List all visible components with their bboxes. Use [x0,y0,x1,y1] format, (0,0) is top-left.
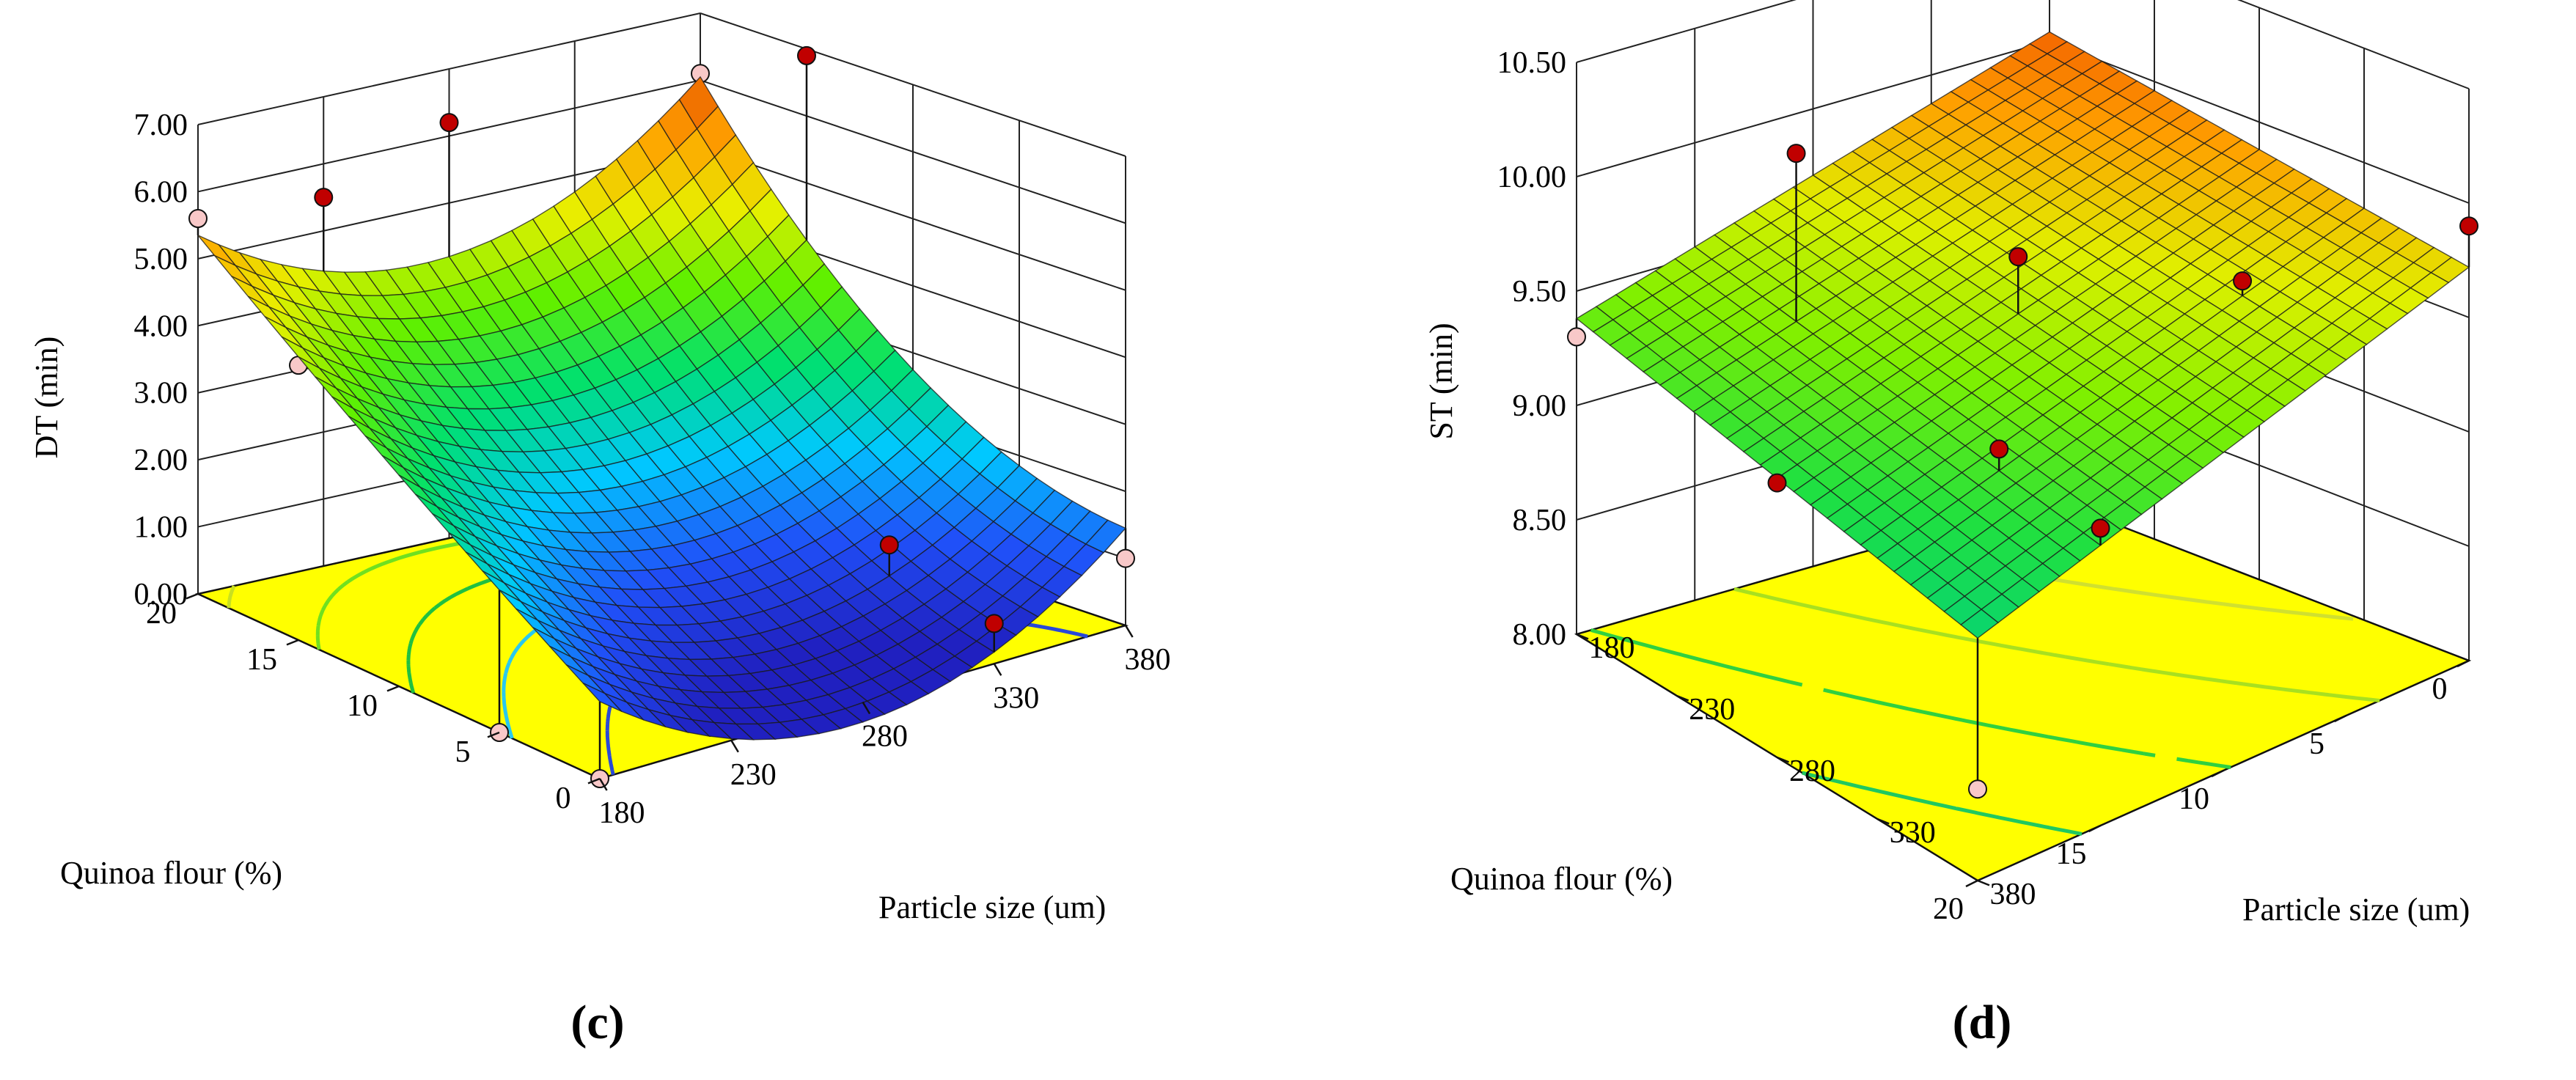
design-point-marker [1567,327,1586,347]
panel-d-chart: 8.00 8.50 9.00 9.50 10.00 10.50 180 230 280 330 38… [1423,0,2478,1049]
design-point-marker [2008,247,2028,267]
panel-d-panel-label: (d) [1953,996,2012,1049]
y-tick-label: 20 [146,597,177,631]
x-tick-label: 280 [862,720,908,754]
z-tick-label: 4.00 [134,309,188,343]
design-point-marker [797,45,816,65]
x-tick-mark [1676,694,1689,702]
x-tick-label: 230 [1689,693,1735,727]
floor-contour-line [1802,771,2083,836]
design-point-marker [2233,271,2253,291]
y-tick-mark [487,731,500,738]
panel-c-x-axis-label: Particle size (um) [878,889,1106,925]
x-tick-mark [598,778,608,791]
x-tick-label: 230 [730,758,777,792]
y-tick-label: 15 [2056,837,2087,871]
x-tick-mark [862,701,871,715]
design-point-marker [1786,144,1806,164]
x-tick-mark [1777,756,1789,763]
y-tick-mark [186,592,199,600]
z-tick-label: 2.00 [134,444,188,477]
y-tick-label: 5 [455,735,471,769]
y-tick-mark [2211,769,2224,778]
panel-d-surface [1575,31,2470,639]
z-tick-label: 8.00 [1513,618,1567,652]
x-tick-mark [1576,633,1589,640]
surface-cell [1960,609,2000,639]
x-tick-label: 330 [1890,816,1936,850]
y-tick-mark [386,685,400,692]
panel-d-tick-labels: 8.00 8.50 9.00 9.50 10.00 10.50 180 230 280 330 38… [1497,46,2470,926]
design-point-marker [314,188,334,207]
y-tick-label: 5 [2309,727,2324,761]
floor-contour-line [1733,587,2380,702]
panel-c-panel-label: (c) [570,996,624,1049]
design-point-marker [2459,216,2478,236]
x-tick-label: 380 [1990,878,2036,911]
design-point-marker [1767,473,1787,493]
y-tick-label: 0 [2432,672,2448,706]
wall-grid-line [1576,0,1797,63]
panel-d-pins-above [1767,144,2478,545]
x-tick-mark [730,740,739,753]
panel-c-tick-labels: 0.00 1.00 2.00 3.00 4.00 5.00 6.00 7.00 180 230 28… [134,109,1171,830]
panel-c-chart: 0.00 1.00 2.00 3.00 4.00 5.00 6.00 7.00 180 230 28… [29,12,1171,1049]
z-tick-label: 6.00 [134,175,188,209]
x-tick-mark [1977,879,1990,886]
x-tick-label: 330 [993,681,1039,715]
surface-cell [1085,519,1127,554]
x-tick-label: 380 [1125,643,1171,677]
panel-d-y-axis-label: Quinoa flour (%) [1450,861,1673,897]
panel-c-y-axis-label: Quinoa flour (%) [60,855,282,891]
z-tick-label: 8.50 [1513,504,1567,537]
design-point-marker [984,614,1004,633]
y-tick-label: 10 [347,689,378,723]
panel-c-surface [197,76,1127,741]
panel-d-floor [1574,497,2472,882]
design-point-marker [439,113,459,133]
y-tick-mark [2088,824,2102,833]
design-point-marker [2091,518,2110,538]
z-tick-label: 0.00 [134,578,188,611]
y-tick-mark [2333,714,2347,723]
y-tick-mark [587,777,601,785]
design-point-marker [879,535,899,555]
panel-c-pins-above [314,45,1004,653]
y-tick-mark [2456,659,2470,668]
z-tick-label: 7.00 [134,109,188,142]
z-tick-label: 9.00 [1513,389,1567,423]
design-point-marker [188,209,208,228]
y-tick-label: 10 [2179,782,2209,816]
design-point-marker [1116,548,1135,568]
x-tick-mark [1876,818,1890,825]
design-point-marker [1968,779,1987,799]
z-tick-label: 5.00 [134,243,188,276]
x-tick-label: 180 [599,796,645,830]
y-tick-label: 0 [556,782,571,815]
design-point-marker [1989,439,2009,459]
panel-c-z-axis-label: DT (min) [29,337,65,459]
z-tick-label: 1.00 [134,511,188,545]
panel-d-z-axis-label: ST (min) [1423,323,1459,439]
x-tick-mark [1124,625,1134,638]
z-tick-label: 3.00 [134,377,188,411]
x-tick-label: 180 [1589,631,1635,665]
z-tick-label: 10.00 [1497,161,1567,194]
y-tick-mark [1965,879,1978,888]
y-tick-label: 20 [1933,892,1964,926]
x-tick-label: 280 [1789,754,1835,788]
y-tick-mark [286,639,299,646]
z-tick-label: 10.50 [1497,46,1567,80]
floor-contour-line [1590,628,2231,769]
z-tick-label: 9.50 [1513,275,1567,309]
y-tick-label: 15 [246,643,277,677]
panel-d-x-axis-label: Particle size (um) [2242,892,2470,927]
x-tick-mark [993,663,1002,676]
